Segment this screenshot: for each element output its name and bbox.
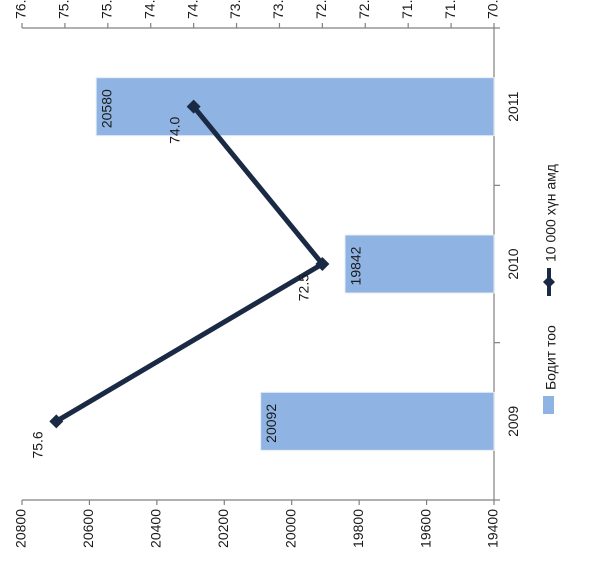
line-marker — [186, 99, 201, 114]
bar-data-label: 19842 — [347, 246, 363, 285]
secondary-tick-label: 71.5 — [399, 0, 415, 19]
plot-area: 19400 19600 19800 20000 20200 20400 20600 20800… — [13, 0, 559, 548]
secondary-tick-label: 75.5 — [56, 0, 72, 19]
bar — [260, 391, 495, 451]
primary-tick-label: 19400 — [485, 509, 501, 548]
bar — [344, 234, 495, 294]
secondary-tick-label: 73.5 — [227, 0, 243, 19]
primary-tick-label: 20200 — [215, 509, 231, 548]
line-data-label: 74.0 — [167, 116, 183, 143]
primary-tick-label: 20800 — [13, 509, 29, 548]
primary-tick-label: 20400 — [148, 509, 164, 548]
secondary-tick-label: 71.0 — [442, 0, 458, 19]
secondary-tick-label: 70.5 — [485, 0, 501, 19]
primary-tick-label: 19600 — [417, 509, 433, 548]
bar — [95, 77, 495, 137]
category-label: 2010 — [505, 248, 521, 279]
secondary-tick-label: 75.0 — [99, 0, 115, 19]
line-data-label: 75.6 — [29, 431, 45, 458]
legend-label-line: 10 000 хүн амд — [543, 164, 559, 262]
primary-tick-label: 19800 — [350, 509, 366, 548]
secondary-tick-label: 72.0 — [356, 0, 372, 19]
bar-data-label: 20092 — [263, 404, 279, 443]
category-label: 2011 — [505, 91, 521, 121]
legend-label-bar: Бодит тоо — [543, 325, 559, 390]
secondary-tick-label: 74.5 — [141, 0, 157, 19]
line-marker — [315, 257, 330, 271]
secondary-tick-label: 72.5 — [313, 0, 329, 19]
primary-tick-label: 20600 — [80, 509, 96, 548]
secondary-tick-label: 76.0 — [13, 0, 29, 19]
line-series — [55, 105, 325, 424]
secondary-tick-label: 74.0 — [184, 0, 200, 19]
primary-tick-label: 20000 — [282, 509, 298, 548]
legend-swatch-bar — [543, 396, 554, 414]
line-data-label: 72.5 — [295, 274, 311, 301]
category-label: 2009 — [505, 406, 521, 437]
secondary-tick-label: 73.0 — [270, 0, 286, 19]
bar-data-label: 20580 — [99, 89, 115, 128]
legend-swatch-marker — [543, 276, 555, 288]
